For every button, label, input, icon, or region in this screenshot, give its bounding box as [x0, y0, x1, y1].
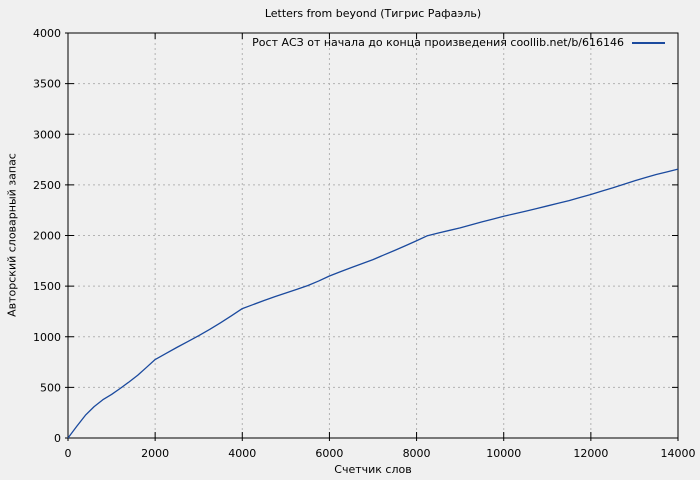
svg-text:10000: 10000 [486, 447, 521, 460]
x-axis-label: Счетчик слов [334, 463, 412, 476]
svg-text:4000: 4000 [228, 447, 256, 460]
legend: Рост АСЗ от начала до конца произведения… [252, 36, 665, 50]
svg-text:6000: 6000 [315, 447, 343, 460]
svg-text:0: 0 [65, 447, 72, 460]
svg-text:3000: 3000 [33, 128, 61, 141]
svg-text:8000: 8000 [403, 447, 431, 460]
svg-text:14000: 14000 [661, 447, 696, 460]
svg-text:2000: 2000 [33, 230, 61, 243]
chart-title: Letters from beyond (Тигрис Рафаэль) [264, 7, 482, 20]
y-axis-label: Авторский словарный запас [5, 153, 19, 317]
svg-text:1000: 1000 [33, 331, 61, 344]
svg-text:2000: 2000 [141, 447, 169, 460]
legend-line-sample [632, 42, 665, 44]
svg-text:1500: 1500 [33, 280, 61, 293]
svg-text:2500: 2500 [33, 179, 61, 192]
svg-text:4000: 4000 [33, 27, 61, 40]
svg-text:0: 0 [54, 432, 61, 445]
legend-label: Рост АСЗ от начала до конца произведения… [252, 36, 624, 49]
svg-text:500: 500 [40, 381, 61, 394]
svg-text:12000: 12000 [573, 447, 608, 460]
svg-text:3500: 3500 [33, 78, 61, 91]
